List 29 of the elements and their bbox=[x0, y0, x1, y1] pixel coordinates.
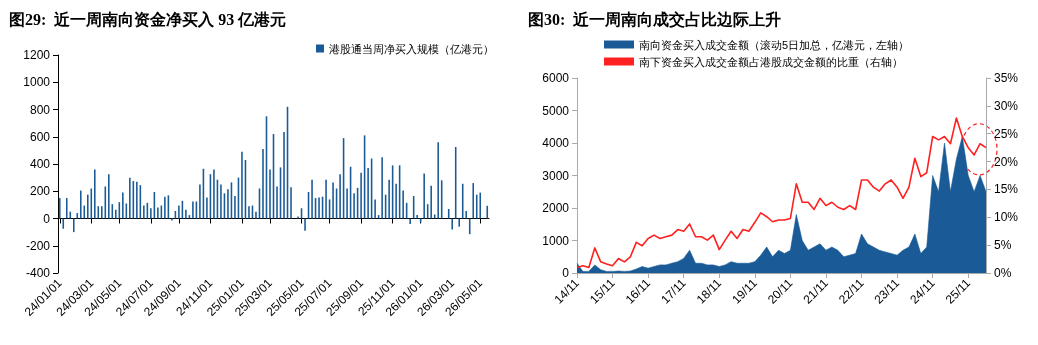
y-tick-label: 2000 bbox=[542, 201, 570, 215]
y-tick-label: 600 bbox=[29, 129, 51, 144]
y-tick-label: 0 bbox=[562, 266, 570, 280]
y2-tick-label: 20% bbox=[994, 154, 1019, 169]
legend-label: 南下资金买入成交金额占港股成交金额的比重（右轴） bbox=[639, 55, 903, 68]
y-tick-label: 400 bbox=[29, 157, 51, 171]
y2-tick-label: 0% bbox=[994, 266, 1012, 280]
y-tick-label: -400 bbox=[25, 266, 51, 280]
legend-label: 港股通当周净买入规模（亿港元） bbox=[329, 42, 494, 55]
y-tick-label: 5000 bbox=[542, 103, 570, 118]
y-tick-label: 800 bbox=[29, 102, 51, 117]
y-tick-label: 1000 bbox=[23, 75, 51, 90]
y-tick-label: 200 bbox=[29, 184, 51, 199]
chart-title: 图29: 近一周南向资金净买入 93 亿港元 bbox=[9, 10, 287, 28]
y-tick-label: 3000 bbox=[542, 168, 570, 183]
y2-tick-label: 30% bbox=[994, 98, 1019, 113]
y2-tick-label: 15% bbox=[994, 182, 1019, 197]
y-tick-label: 1200 bbox=[23, 48, 51, 62]
y-tick-label: 1000 bbox=[542, 233, 570, 248]
y2-tick-label: 25% bbox=[994, 126, 1019, 141]
y-tick-label: 0 bbox=[43, 211, 51, 226]
y2-tick-label: 5% bbox=[994, 238, 1012, 253]
y2-tick-label: 35% bbox=[994, 71, 1019, 85]
chart-title: 图30: 近一周南向成交占比边际上升 bbox=[528, 9, 782, 28]
y-tick-label: 4000 bbox=[542, 136, 570, 150]
y2-tick-label: 10% bbox=[994, 210, 1019, 225]
legend-label: 南向资金买入成交金额（滚动5日加总，亿港元，左轴） bbox=[639, 38, 910, 51]
y-tick-label: 6000 bbox=[542, 71, 570, 85]
y-tick-label: -200 bbox=[25, 238, 51, 253]
